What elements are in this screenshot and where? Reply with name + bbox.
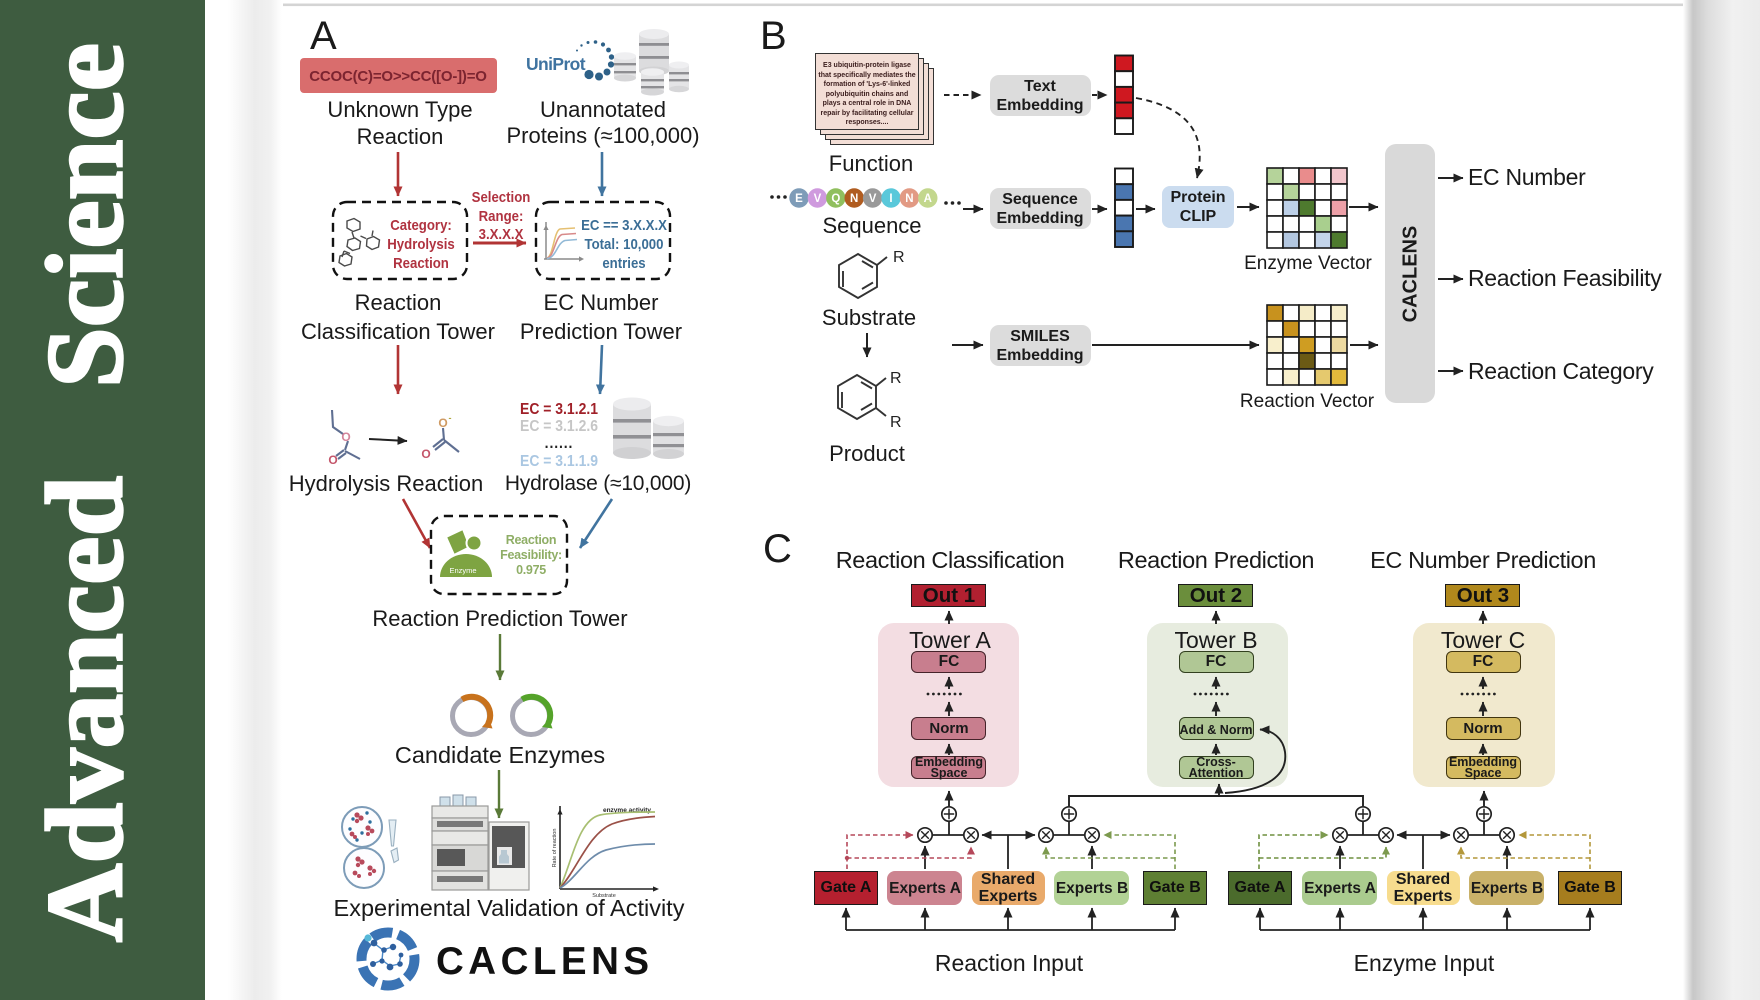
svg-text:V: V <box>869 193 877 205</box>
svg-text:E: E <box>795 193 803 205</box>
svg-text:R: R <box>893 249 905 266</box>
svg-text:-: - <box>449 413 452 423</box>
svg-text:O: O <box>421 447 430 461</box>
svg-text:O: O <box>438 416 447 430</box>
svg-text:Q: Q <box>831 193 840 205</box>
svg-text:R: R <box>890 370 902 387</box>
svg-text:Rate of reaction: Rate of reaction <box>552 829 558 868</box>
svg-text:Enzyme: Enzyme <box>449 566 476 575</box>
svg-text:I: I <box>889 193 892 205</box>
svg-text:V: V <box>814 193 822 205</box>
svg-text:R: R <box>890 414 902 431</box>
svg-text:O: O <box>328 453 337 467</box>
svg-text:Substrate: Substrate <box>592 893 616 899</box>
svg-text:A: A <box>924 193 932 205</box>
svg-text:O: O <box>341 430 350 444</box>
svg-text:enzyme activity: enzyme activity <box>603 807 651 814</box>
svg-text:N: N <box>850 193 858 205</box>
svg-text:N: N <box>905 193 913 205</box>
